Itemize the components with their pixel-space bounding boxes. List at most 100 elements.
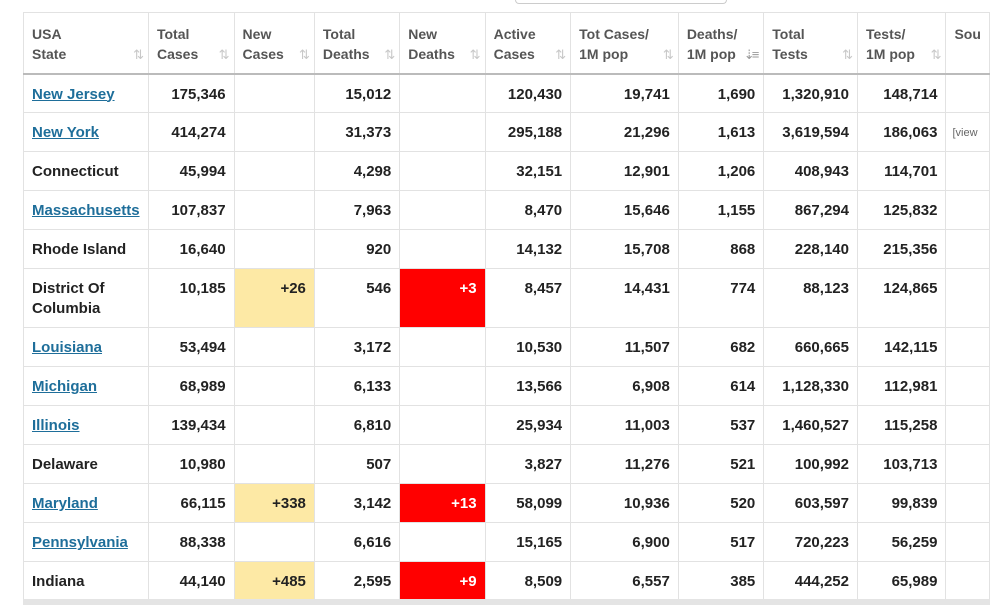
state-link[interactable]: New York [32, 124, 99, 141]
sort-icon[interactable]: ⇅ [842, 46, 853, 62]
cell-state: Delaware [23, 444, 149, 484]
cell-cases-per-1m: 11,507 [570, 327, 679, 367]
table-row: Connecticut 45,994 4,298 32,151 12,901 1,206 4… [23, 151, 990, 191]
column-header-deaths-per-1m[interactable]: Deaths/1M pop ⇣≡ [677, 12, 765, 74]
table-body: New Jersey 175,346 15,012 120,430 19,741 1,69… [23, 73, 990, 601]
table-row: Pennsylvania 88,338 6,616 15,165 6,900 517 720… [23, 522, 990, 562]
cell-active-cases: 295,188 [484, 112, 572, 152]
cell-state: Indiana [23, 561, 149, 601]
cell-state: Michigan [23, 366, 149, 406]
cell-total-tests: 3,619,594 [763, 112, 858, 152]
cell-new-deaths: +9 [399, 561, 486, 601]
column-header-tests-per-1m[interactable]: Tests/1M pop ⇅ [856, 12, 947, 74]
state-link[interactable]: New Jersey [32, 85, 115, 103]
column-header-label-line1: Deaths/ [686, 26, 738, 42]
cell-new-cases [233, 444, 315, 484]
cell-active-cases: 25,934 [484, 405, 572, 445]
column-header-total-cases[interactable]: Total Cases ⇅ [147, 12, 235, 74]
cell-new-cases [233, 327, 315, 367]
cell-total-cases: 10,185 [147, 268, 235, 328]
cell-total-cases: 414,274 [147, 112, 235, 152]
cell-new-deaths: +13 [399, 483, 486, 523]
sort-icon[interactable]: ⇅ [930, 46, 942, 62]
sort-icon[interactable]: ⇅ [469, 46, 481, 62]
cell-total-cases: 175,346 [147, 73, 235, 113]
column-header-source[interactable]: Sou [945, 12, 990, 74]
column-header-cases-per-1m[interactable]: Tot Cases/1M pop ⇅ [570, 12, 679, 74]
cell-deaths-per-1m: 520 [677, 483, 765, 523]
cell-new-cases [233, 73, 315, 113]
column-header-label-line2: Deaths [322, 46, 370, 62]
cell-cases-per-1m: 14,431 [570, 268, 679, 328]
cell-state: New York [23, 112, 149, 152]
sort-icon[interactable]: ⇅ [384, 46, 395, 62]
cell-total-tests: 444,252 [763, 561, 858, 601]
state-link[interactable]: Maryland [32, 495, 98, 512]
table-row: Massachusetts 107,837 7,963 8,470 15,646 1,15… [23, 190, 990, 230]
table-row: Rhode Island 16,640 920 14,132 15,708 868 228,… [23, 229, 990, 269]
cell-source [945, 366, 990, 406]
column-header-label-line2: Tests [772, 46, 808, 62]
cell-total-tests: 603,597 [763, 483, 858, 523]
cell-tests-per-1m: 124,865 [856, 268, 947, 328]
column-header-label-line1: Total [322, 26, 356, 42]
state-link[interactable]: Pennsylvania [32, 534, 128, 551]
table-row: Michigan 68,989 6,133 13,566 6,908 614 1,128,3… [23, 366, 990, 406]
cell-active-cases: 3,827 [484, 444, 572, 484]
header-row: USA State ⇅ Total Cases ⇅ New Cases ⇅ Total Deaths… [23, 12, 990, 74]
cell-new-cases [233, 112, 315, 152]
column-header-total-tests[interactable]: Total Tests ⇅ [763, 12, 858, 74]
sort-icon[interactable]: ⇅ [555, 46, 566, 62]
column-header-label-line1: Total [772, 26, 805, 42]
state-link[interactable]: Michigan [32, 378, 98, 395]
column-header-active-cases[interactable]: Active Cases ⇅ [484, 12, 572, 74]
column-header-state[interactable]: USA State ⇅ [23, 12, 149, 74]
cell-new-deaths [399, 190, 486, 230]
sort-icon[interactable]: ⇅ [662, 46, 674, 62]
state-name: Connecticut [32, 163, 119, 180]
cell-total-deaths: 920 [313, 229, 401, 269]
cell-deaths-per-1m: 682 [677, 327, 765, 367]
cell-active-cases: 8,509 [484, 561, 572, 601]
cell-active-cases: 8,457 [484, 268, 572, 328]
sort-icon[interactable]: ⇅ [218, 46, 230, 62]
cell-source[interactable]: [view [945, 112, 990, 152]
cell-total-deaths: 3,172 [313, 327, 401, 367]
state-link[interactable]: Louisiana [32, 339, 103, 356]
sort-icon[interactable]: ⇅ [133, 46, 144, 62]
cell-new-deaths [399, 327, 486, 367]
column-header-new-cases[interactable]: New Cases ⇅ [233, 12, 315, 74]
cell-new-deaths [399, 229, 486, 269]
cell-deaths-per-1m: 614 [677, 366, 765, 406]
cell-new-deaths: +3 [399, 268, 486, 328]
cell-new-deaths [399, 444, 486, 484]
cell-state: Louisiana [23, 327, 149, 367]
state-link[interactable]: Massachusetts [32, 202, 140, 219]
column-header-new-deaths[interactable]: New Deaths ⇅ [399, 12, 486, 74]
sort-icon[interactable]: ⇅ [298, 46, 310, 62]
cell-cases-per-1m: 19,741 [570, 73, 679, 113]
horizontal-scrollbar[interactable] [23, 599, 990, 605]
table-row: Illinois 139,434 6,810 25,934 11,003 537 1,460… [23, 405, 990, 445]
cell-total-tests: 660,665 [763, 327, 858, 367]
column-header-label-line1: Sou [954, 26, 981, 42]
sort-desc-icon[interactable]: ⇣≡ [743, 46, 760, 62]
cell-source [945, 268, 990, 328]
cell-total-cases: 45,994 [147, 151, 235, 191]
cell-cases-per-1m: 6,900 [570, 522, 679, 562]
state-link[interactable]: Illinois [32, 417, 80, 434]
cell-source [945, 483, 990, 523]
cell-cases-per-1m: 6,557 [570, 561, 679, 601]
cell-deaths-per-1m: 868 [677, 229, 765, 269]
table-row: New York 414,274 31,373 295,188 21,296 1,613 3… [23, 112, 990, 152]
cell-new-deaths [399, 405, 486, 445]
cell-total-deaths: 15,012 [313, 73, 401, 113]
cell-tests-per-1m: 186,063 [856, 112, 947, 152]
column-header-label-line1: USA [32, 26, 62, 42]
table-row: New Jersey 175,346 15,012 120,430 19,741 1,69… [23, 73, 990, 113]
cell-new-deaths [399, 151, 486, 191]
cell-source [945, 190, 990, 230]
cell-total-deaths: 4,298 [313, 151, 401, 191]
column-header-total-deaths[interactable]: Total Deaths ⇅ [313, 12, 401, 74]
cell-active-cases: 8,470 [484, 190, 572, 230]
